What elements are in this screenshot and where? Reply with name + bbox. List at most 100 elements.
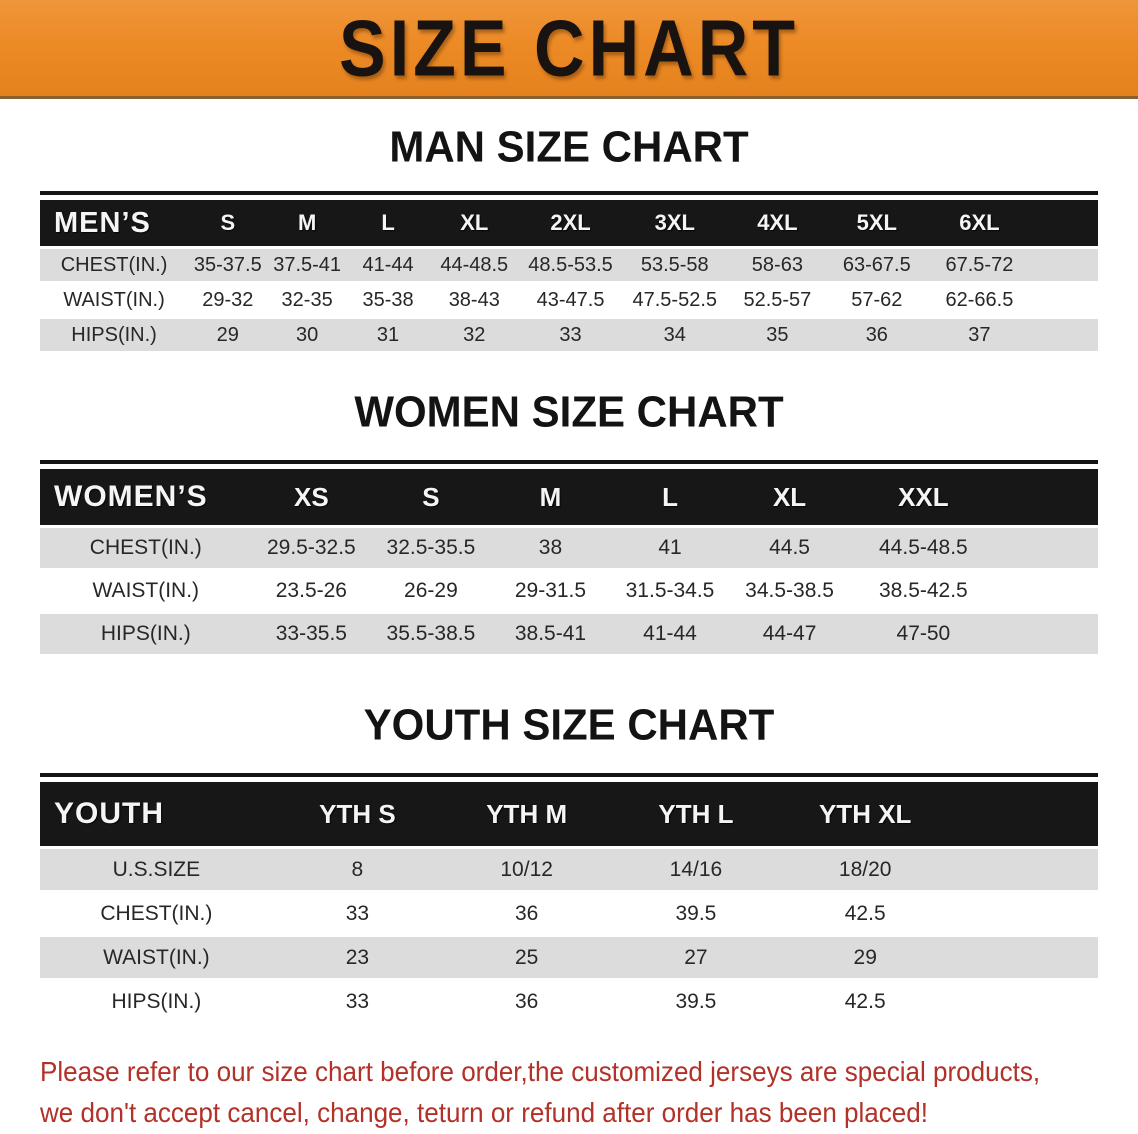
table-cell: 57-62	[827, 284, 927, 316]
cell-filler	[949, 893, 1098, 934]
column-header: 6XL	[926, 200, 1033, 246]
table-cell: 33	[519, 319, 622, 351]
table-row: HIPS(IN.) 33 36 39.5 42.5	[40, 981, 1098, 1022]
table-cell: 32.5-35.5	[371, 528, 491, 568]
youth-size-table: YOUTH YTH S YTH M YTH L YTH XL U.S.SIZE 8 10/12…	[40, 773, 1098, 1025]
row-label: U.S.SIZE	[40, 849, 273, 890]
table-row: U.S.SIZE 8 10/12 14/16 18/20	[40, 849, 1098, 890]
table-cell: 31.5-34.5	[610, 571, 730, 611]
table-cell: 25	[442, 937, 612, 978]
row-label: HIPS(IN.)	[40, 319, 189, 351]
row-label: CHEST(IN.)	[40, 528, 252, 568]
header-filler	[1032, 200, 1098, 246]
table-cell: 41	[610, 528, 730, 568]
header-row: MEN’S S M L XL 2XL 3XL 4XL 5XL 6XL	[40, 200, 1098, 246]
cell-filler	[997, 528, 1098, 568]
table-cell: 44.5-48.5	[849, 528, 998, 568]
table-cell: 47-50	[849, 614, 998, 654]
table-cell: 38-43	[429, 284, 520, 316]
table-cell: 41-44	[610, 614, 730, 654]
size-table-grid: WOMEN’S XS S M L XL XXL CHEST(IN.) 29.5-32.5 32.5…	[40, 466, 1098, 657]
table-cell: 29-32	[188, 284, 268, 316]
table-cell: 26-29	[371, 571, 491, 611]
column-header: 3XL	[621, 200, 728, 246]
column-header: 5XL	[827, 200, 927, 246]
youth-section-heading: YOUTH SIZE CHART	[363, 700, 775, 749]
row-label: CHEST(IN.)	[40, 893, 273, 934]
table-cell: 37	[926, 319, 1033, 351]
row-label: WAIST(IN.)	[40, 571, 252, 611]
column-header: YTH M	[442, 782, 612, 846]
women-section-heading: WOMEN SIZE CHART	[354, 387, 784, 436]
table-cell: 38.5-41	[490, 614, 611, 654]
cell-filler	[1032, 319, 1098, 351]
column-header: YTH S	[272, 782, 443, 846]
table-cell: 35	[727, 319, 828, 351]
table-cell: 39.5	[611, 893, 781, 934]
table-cell: 67.5-72	[926, 249, 1033, 281]
column-header: L	[346, 200, 430, 246]
table-cell: 10/12	[442, 849, 612, 890]
table-cell: 47.5-52.5	[621, 284, 728, 316]
column-header: S	[188, 200, 268, 246]
table-cell: 53.5-58	[621, 249, 728, 281]
row-label: CHEST(IN.)	[40, 249, 189, 281]
banner: SIZE CHART	[0, 0, 1138, 99]
column-header: M	[267, 200, 347, 246]
table-cell: 29	[188, 319, 268, 351]
table-cell: 29-31.5	[490, 571, 611, 611]
table-cell: 31	[346, 319, 430, 351]
women-section: WOMEN SIZE CHART WOMEN’S XS S M L XL XXL CHEST(…	[0, 387, 1138, 657]
size-table-grid: MEN’S S M L XL 2XL 3XL 4XL 5XL 6XL CHEST(IN.) 35-37…	[40, 197, 1098, 354]
men-section: MAN SIZE CHART MEN’S S M L XL 2XL 3XL 4XL 5XL 6XL…	[0, 122, 1138, 354]
notice-line-1: Please refer to our size chart before or…	[40, 1056, 1041, 1087]
table-cell: 32	[429, 319, 520, 351]
table-cell: 41-44	[346, 249, 430, 281]
table-row: CHEST(IN.) 29.5-32.5 32.5-35.5 38 41 44.5 44.5…	[40, 528, 1098, 568]
table-cell: 27	[611, 937, 781, 978]
table-cell: 62-66.5	[926, 284, 1033, 316]
table-cell: 35-37.5	[188, 249, 268, 281]
size-table-grid: YOUTH YTH S YTH M YTH L YTH XL U.S.SIZE 8 10/12…	[40, 779, 1098, 1025]
table-cell: 36	[442, 893, 612, 934]
cell-filler	[1032, 249, 1098, 281]
table-cell: 33	[272, 981, 443, 1022]
table-cell: 63-67.5	[827, 249, 927, 281]
table-cell: 52.5-57	[727, 284, 828, 316]
order-notice: Please refer to our size chart before or…	[40, 1051, 1138, 1134]
cell-filler	[997, 571, 1098, 611]
table-cell: 58-63	[727, 249, 828, 281]
table-row: CHEST(IN.) 33 36 39.5 42.5	[40, 893, 1098, 934]
table-cell: 39.5	[611, 981, 781, 1022]
column-header: M	[490, 469, 611, 525]
column-header: XXL	[849, 469, 998, 525]
table-row: WAIST(IN.) 23 25 27 29	[40, 937, 1098, 978]
cell-filler	[949, 981, 1098, 1022]
table-cell: 44.5	[729, 528, 850, 568]
column-header: 2XL	[519, 200, 622, 246]
table-cell: 36	[442, 981, 612, 1022]
table-cell: 33	[272, 893, 443, 934]
table-cell: 18/20	[780, 849, 950, 890]
table-cell: 30	[267, 319, 347, 351]
table-cell: 33-35.5	[251, 614, 372, 654]
column-header: L	[610, 469, 730, 525]
table-cell: 42.5	[780, 893, 950, 934]
table-cell: 36	[827, 319, 927, 351]
table-cell: 14/16	[611, 849, 781, 890]
row-label: HIPS(IN.)	[40, 614, 252, 654]
table-cell: 44-47	[729, 614, 850, 654]
cell-filler	[949, 937, 1098, 978]
women-size-table: WOMEN’S XS S M L XL XXL CHEST(IN.) 29.5-32.5 32.5…	[40, 460, 1098, 657]
cell-filler	[949, 849, 1098, 890]
table-row: CHEST(IN.) 35-37.5 37.5-41 41-44 44-48.5 48.5…	[40, 249, 1098, 281]
column-header: YTH XL	[780, 782, 950, 846]
table-cell: 42.5	[780, 981, 950, 1022]
table-row: HIPS(IN.) 33-35.5 35.5-38.5 38.5-41 41-44 44-…	[40, 614, 1098, 654]
cell-filler	[1032, 284, 1098, 316]
row-label: HIPS(IN.)	[40, 981, 273, 1022]
table-row: HIPS(IN.) 29 30 31 32 33 34 35 36 37	[40, 319, 1098, 351]
column-header: XL	[729, 469, 850, 525]
table-cell: 35-38	[346, 284, 430, 316]
notice-line-2: we don't accept cancel, change, teturn o…	[40, 1097, 929, 1129]
